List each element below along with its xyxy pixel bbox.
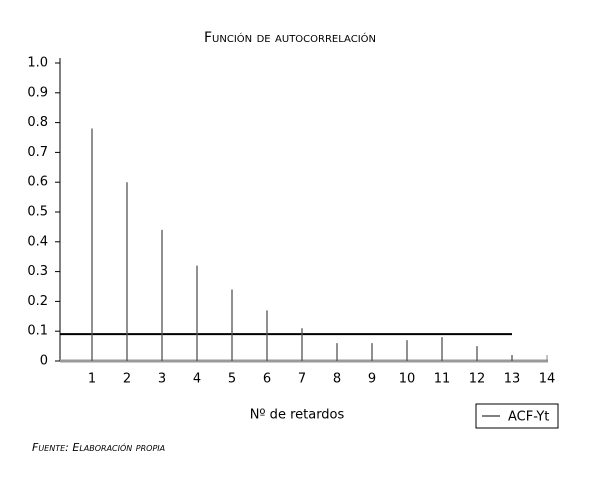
y-tick-label: 0.8: [27, 115, 48, 130]
x-tick-label: 3: [158, 372, 166, 387]
chart-title: Función de autocorrelación: [204, 30, 376, 46]
y-tick-label: 0.1: [27, 324, 48, 339]
source: Fuente: Elaboración propia: [32, 441, 165, 454]
y-tick-label: 0.7: [27, 145, 48, 160]
y-tick-label: 0.3: [27, 264, 48, 279]
y-tick-label: 0.9: [27, 85, 48, 100]
y-tick-label: 0.5: [27, 205, 48, 220]
x-tick-label: 11: [434, 372, 451, 387]
y-tick-label: 1.0: [27, 56, 48, 71]
x-axis-label: Nº de retardos: [250, 408, 345, 423]
x-tick-label: 9: [368, 372, 376, 387]
x-tick-label: 2: [123, 372, 131, 387]
x-tick-label: 13: [504, 372, 521, 387]
x-tick-label: 6: [263, 372, 271, 387]
x-tick-label: 14: [539, 372, 556, 387]
x-tick-label: 4: [193, 372, 201, 387]
y-tick-label: 0.2: [27, 294, 48, 309]
x-tick-label: 10: [399, 372, 416, 387]
legend-label: ACF-Yt: [508, 410, 549, 425]
x-tick-label: 5: [228, 372, 236, 387]
x-tick-label: 12: [469, 372, 486, 387]
x-tick-label: 1: [88, 372, 96, 387]
x-tick-label: 8: [333, 372, 341, 387]
y-tick-label: 0: [40, 354, 48, 369]
y-tick-label: 0.6: [27, 175, 48, 190]
x-tick-label: 7: [298, 372, 306, 387]
y-tick-label: 0.4: [27, 234, 48, 249]
